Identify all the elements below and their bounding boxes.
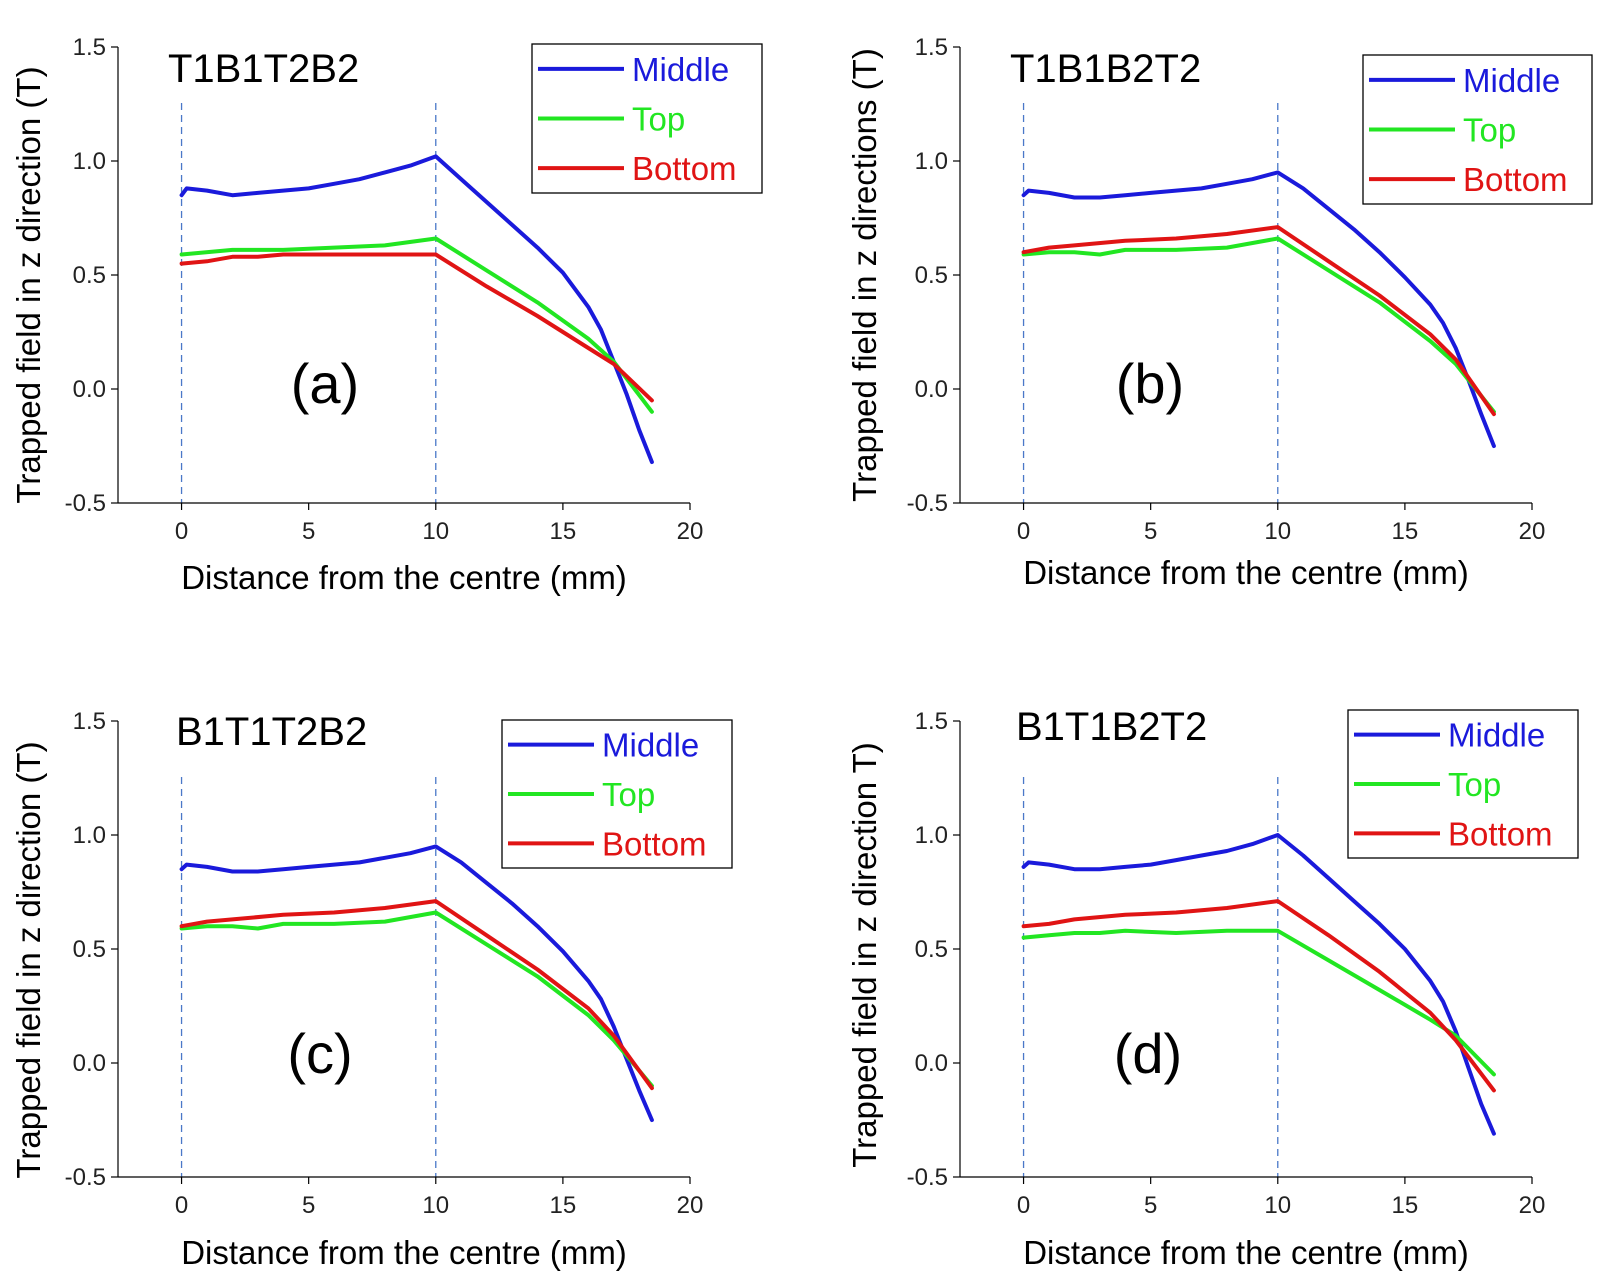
legend-label: Bottom <box>632 150 737 187</box>
y-tick-label: 0.0 <box>73 1050 106 1077</box>
x-tick-label: 5 <box>1144 1192 1157 1219</box>
series-line-middle <box>179 844 654 1122</box>
y-tick-label: -0.5 <box>907 490 948 517</box>
series-line-bottom <box>179 252 654 403</box>
series-line-bottom <box>1021 225 1496 417</box>
legend-label: Top <box>632 101 685 138</box>
legend-label: Middle <box>1463 62 1560 99</box>
panel-a: T1B1T2B2 (a) Distance from the centre (m… <box>10 34 763 596</box>
x-tick-label: 10 <box>422 1192 449 1219</box>
y-tick-label: 0.0 <box>73 376 106 403</box>
series-line-middle <box>1021 833 1496 1136</box>
y-tick-label: 0.0 <box>915 376 948 403</box>
x-axis-title: Distance from the centre (mm) <box>1023 554 1469 591</box>
x-tick-label: 15 <box>550 1192 577 1219</box>
panel-title: T1B1T2B2 <box>168 47 359 91</box>
y-tick-label: 1.5 <box>73 708 106 735</box>
x-tick-label: 5 <box>302 1192 315 1219</box>
x-tick-label: 5 <box>302 518 315 545</box>
y-tick-label: 1.0 <box>73 822 106 849</box>
legend-label: Bottom <box>602 825 707 862</box>
x-tick-label: 15 <box>1392 518 1419 545</box>
panel-label: (b) <box>1116 352 1184 415</box>
panel-c: B1T1T2B2 (c) Distance from the centre (m… <box>10 708 733 1271</box>
x-tick-label: 20 <box>1519 518 1546 545</box>
y-axis-title: Trapped field in z direction (T) <box>10 741 47 1178</box>
panel-label: (c) <box>287 1022 352 1085</box>
x-tick-label: 15 <box>1392 1192 1419 1219</box>
x-tick-label: 15 <box>550 518 577 545</box>
y-axis-title: Trapped field in z direction (T) <box>10 66 47 503</box>
y-tick-label: -0.5 <box>907 1164 948 1191</box>
legend-label: Middle <box>632 51 729 88</box>
series-line-middle <box>1021 170 1496 448</box>
x-tick-label: 5 <box>1144 518 1157 545</box>
x-axis-title: Distance from the centre (mm) <box>181 1234 627 1271</box>
y-tick-label: 0.5 <box>73 936 106 963</box>
panel-d: B1T1B2T2 (d) Distance from the centre (m… <box>846 705 1579 1271</box>
x-tick-label: 0 <box>175 518 188 545</box>
x-tick-label: 0 <box>175 1192 188 1219</box>
y-tick-label: 1.0 <box>915 148 948 175</box>
legend-label: Middle <box>602 727 699 764</box>
y-tick-label: 1.0 <box>915 822 948 849</box>
y-tick-label: 1.5 <box>73 34 106 61</box>
legend-label: Top <box>1448 766 1501 803</box>
series-line-bottom <box>179 899 654 1091</box>
panel-title: T1B1B2T2 <box>1010 47 1201 91</box>
panel-title: B1T1B2T2 <box>1016 705 1207 749</box>
y-tick-label: -0.5 <box>65 1164 106 1191</box>
legend-label: Bottom <box>1463 161 1568 198</box>
y-tick-label: 1.5 <box>915 34 948 61</box>
series-line-bottom <box>1021 899 1496 1093</box>
y-tick-label: -0.5 <box>65 490 106 517</box>
y-tick-label: 1.5 <box>915 708 948 735</box>
legend-label: Top <box>1463 112 1516 149</box>
x-tick-label: 20 <box>677 518 704 545</box>
y-tick-label: 0.5 <box>915 936 948 963</box>
x-axis-title: Distance from the centre (mm) <box>1023 1234 1469 1271</box>
x-tick-label: 20 <box>1519 1192 1546 1219</box>
panel-b: T1B1B2T2 (b) Distance from the centre (m… <box>846 34 1593 591</box>
y-tick-label: 0.0 <box>915 1050 948 1077</box>
y-axis-title: Trapped field in z direction T) <box>846 742 883 1168</box>
series-line-middle <box>179 154 654 464</box>
series-line-top <box>1021 928 1496 1077</box>
x-tick-label: 0 <box>1017 1192 1030 1219</box>
legend-label: Middle <box>1448 717 1545 754</box>
x-tick-label: 0 <box>1017 518 1030 545</box>
series-line-top <box>1021 236 1496 414</box>
y-tick-label: 0.5 <box>73 262 106 289</box>
series-line-top <box>179 910 654 1088</box>
series-line-top <box>179 236 654 414</box>
panel-label: (a) <box>291 352 359 415</box>
x-tick-label: 10 <box>422 518 449 545</box>
x-tick-label: 10 <box>1264 1192 1291 1219</box>
y-tick-label: 1.0 <box>73 148 106 175</box>
panel-title: B1T1T2B2 <box>176 710 367 754</box>
y-tick-label: 0.5 <box>915 262 948 289</box>
x-axis-title: Distance from the centre (mm) <box>181 559 627 596</box>
x-tick-label: 20 <box>677 1192 704 1219</box>
legend-label: Top <box>602 776 655 813</box>
legend-label: Bottom <box>1448 815 1553 852</box>
y-axis-title: Trapped field in z directions (T) <box>846 48 883 502</box>
panel-label: (d) <box>1114 1022 1182 1085</box>
x-tick-label: 10 <box>1264 518 1291 545</box>
